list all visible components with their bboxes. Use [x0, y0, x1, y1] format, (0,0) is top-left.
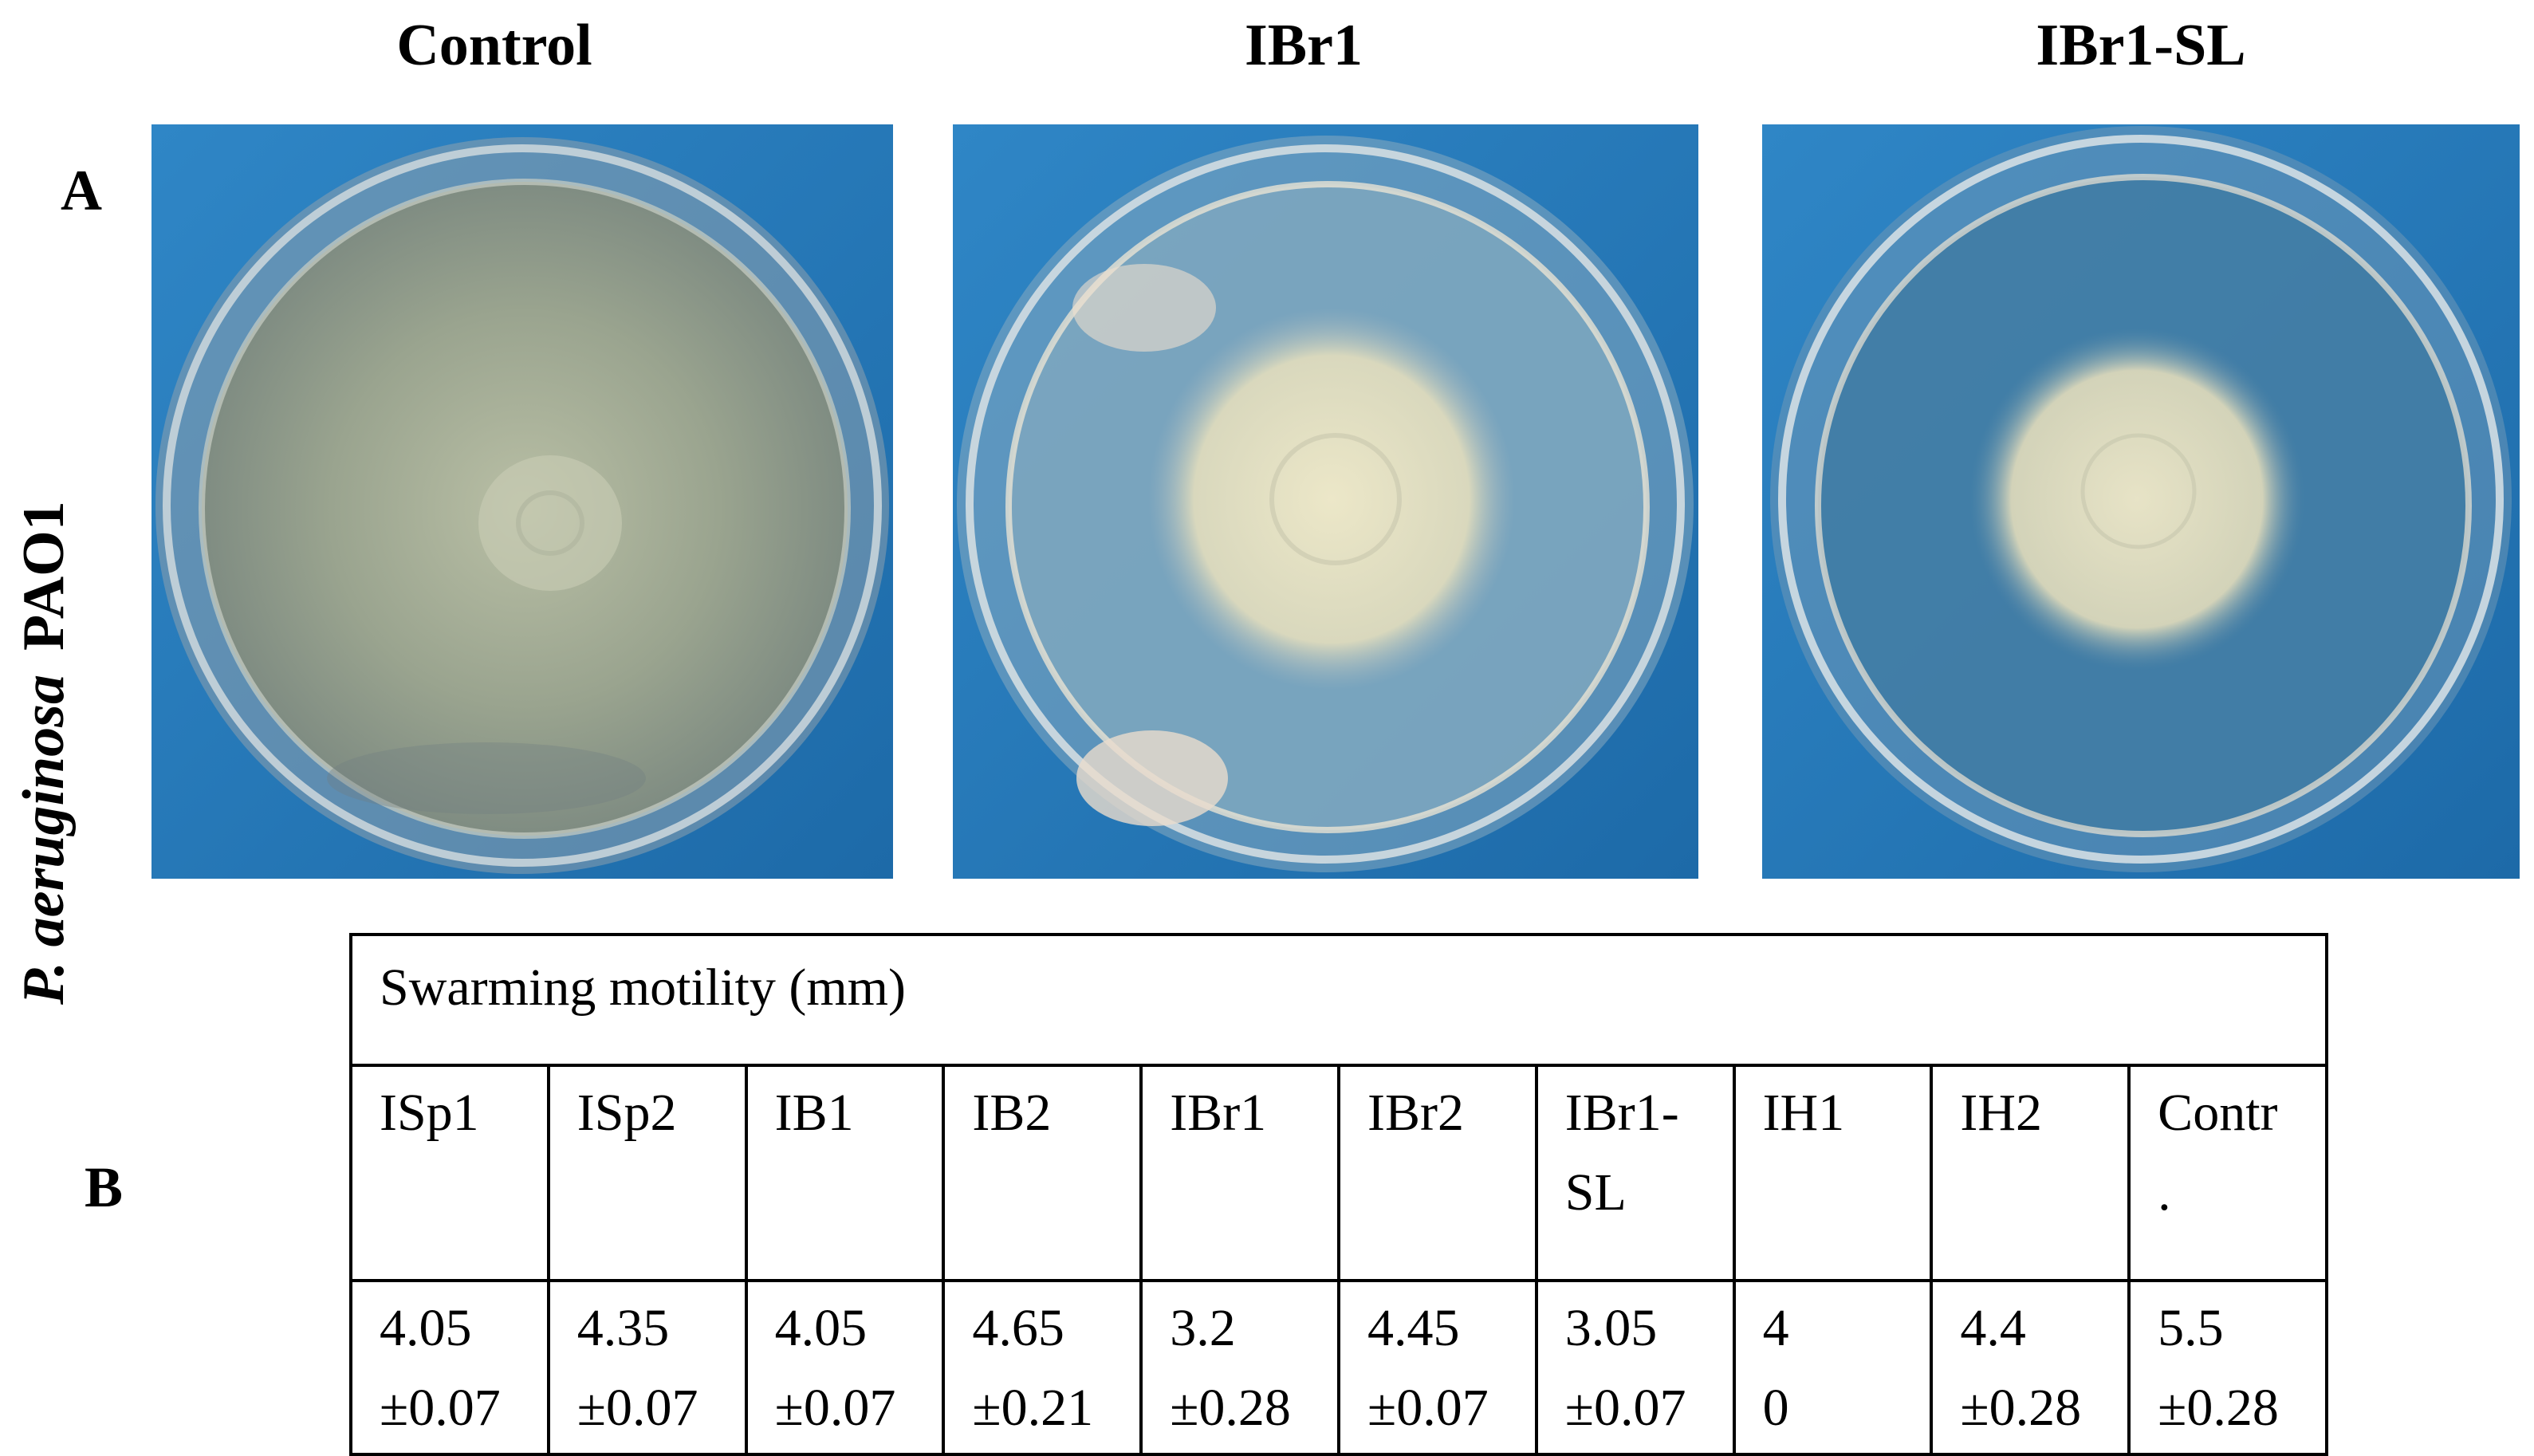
table-header-row: Swarming motility (mm) — [349, 933, 2328, 1067]
sample-name-cell: Contr. — [2127, 1064, 2328, 1282]
table-title: Swarming motility (mm) — [349, 933, 2328, 1067]
column-title-control: Control — [396, 13, 592, 78]
sample-name: IBr1 — [1170, 1084, 1267, 1142]
sample-name-row: ISp1 ISp2 IB1 IB2 IBr1 IBr2 IBr1- SL IH1 … — [349, 1064, 2328, 1282]
mean-value: 4 — [1762, 1299, 1789, 1357]
sample-value-cell: 3.2 ±0.28 — [1139, 1279, 1340, 1456]
mean-value: 4.05 — [380, 1299, 472, 1357]
panel-letter-a: A — [61, 159, 102, 222]
sd-value: ±0.28 — [1960, 1379, 2082, 1437]
sample-name: IB1 — [774, 1084, 854, 1142]
sd-value: ±0.07 — [774, 1379, 896, 1437]
sample-name: IH1 — [1762, 1084, 1845, 1142]
sample-name-cell: IBr1- SL — [1534, 1064, 1736, 1282]
sample-value-cell: 4.45 ±0.07 — [1336, 1279, 1538, 1456]
petri-dish-photo-ibr1-sl — [1762, 124, 2520, 879]
sample-value-cell: 5.5 ±0.28 — [2127, 1279, 2328, 1456]
sd-value: ±0.07 — [576, 1379, 698, 1437]
sample-name-cell: IH2 — [1930, 1064, 2131, 1282]
panel-letter-b: B — [85, 1155, 124, 1219]
row-label: P. aeruginosa PAO1 — [8, 351, 80, 1005]
sample-name: IB2 — [972, 1084, 1052, 1142]
sample-value-cell: 4.65 ±0.21 — [942, 1279, 1143, 1456]
swarming-motility-table: Swarming motility (mm) ISp1 ISp2 IB1 IB2… — [349, 933, 2328, 1456]
sample-name: IBr2 — [1367, 1084, 1464, 1142]
mean-value: 4.45 — [1367, 1299, 1460, 1357]
sample-name-cell: IH1 — [1732, 1064, 1934, 1282]
sd-value: ±0.07 — [380, 1379, 501, 1437]
sd-value: 0 — [1762, 1379, 1789, 1437]
sample-name: ISp1 — [380, 1084, 479, 1142]
mean-value: 5.5 — [2158, 1299, 2224, 1357]
sample-name-cell: ISp1 — [349, 1064, 550, 1282]
strain-label: PAO1 — [11, 501, 77, 651]
sample-value-row: 4.05 ±0.07 4.35 ±0.07 4.05 ±0.07 4.65 ±0.21 … — [349, 1279, 2328, 1456]
petri-dish-photo-control — [151, 124, 893, 879]
mean-value: 4.05 — [774, 1299, 868, 1357]
sd-value: ±0.21 — [972, 1379, 1094, 1437]
sd-value: ±0.07 — [1367, 1379, 1489, 1437]
mean-value: 3.2 — [1170, 1299, 1236, 1357]
mean-value: 4.4 — [1960, 1299, 2026, 1357]
sample-name-cell: IB1 — [744, 1064, 946, 1282]
species-label: P. aeruginosa — [11, 675, 77, 1005]
sample-name: IH2 — [1960, 1084, 2043, 1142]
sd-value: ±0.28 — [2158, 1379, 2279, 1437]
sample-name-cell: IBr1 — [1139, 1064, 1340, 1282]
petri-dish-photo-ibr1 — [953, 124, 1698, 879]
sample-name-cell: ISp2 — [546, 1064, 748, 1282]
sample-value-cell: 4.4 ±0.28 — [1930, 1279, 2131, 1456]
sample-value-cell: 4.05 ±0.07 — [349, 1279, 550, 1456]
mean-value: 4.35 — [576, 1299, 670, 1357]
sample-name-cont: SL — [1564, 1163, 1627, 1222]
sd-value: ±0.07 — [1564, 1379, 1686, 1437]
sample-name: Contr — [2158, 1084, 2278, 1142]
sample-value-cell: 4.05 ±0.07 — [744, 1279, 946, 1456]
mean-value: 4.65 — [972, 1299, 1064, 1357]
sd-value: ±0.28 — [1170, 1379, 1291, 1437]
column-title-ibr1: IBr1 — [1245, 13, 1363, 78]
sample-name-cell: IBr2 — [1336, 1064, 1538, 1282]
mean-value: 3.05 — [1564, 1299, 1658, 1357]
column-title-ibr1-sl: IBr1-SL — [2036, 13, 2246, 78]
sample-name: ISp2 — [576, 1084, 677, 1142]
sample-value-cell: 3.05 ±0.07 — [1534, 1279, 1736, 1456]
sample-name-cell: IB2 — [942, 1064, 1143, 1282]
sample-name: IBr1- — [1564, 1084, 1679, 1142]
sample-name-cont: . — [2158, 1163, 2171, 1222]
sample-value-cell: 4.35 ±0.07 — [546, 1279, 748, 1456]
